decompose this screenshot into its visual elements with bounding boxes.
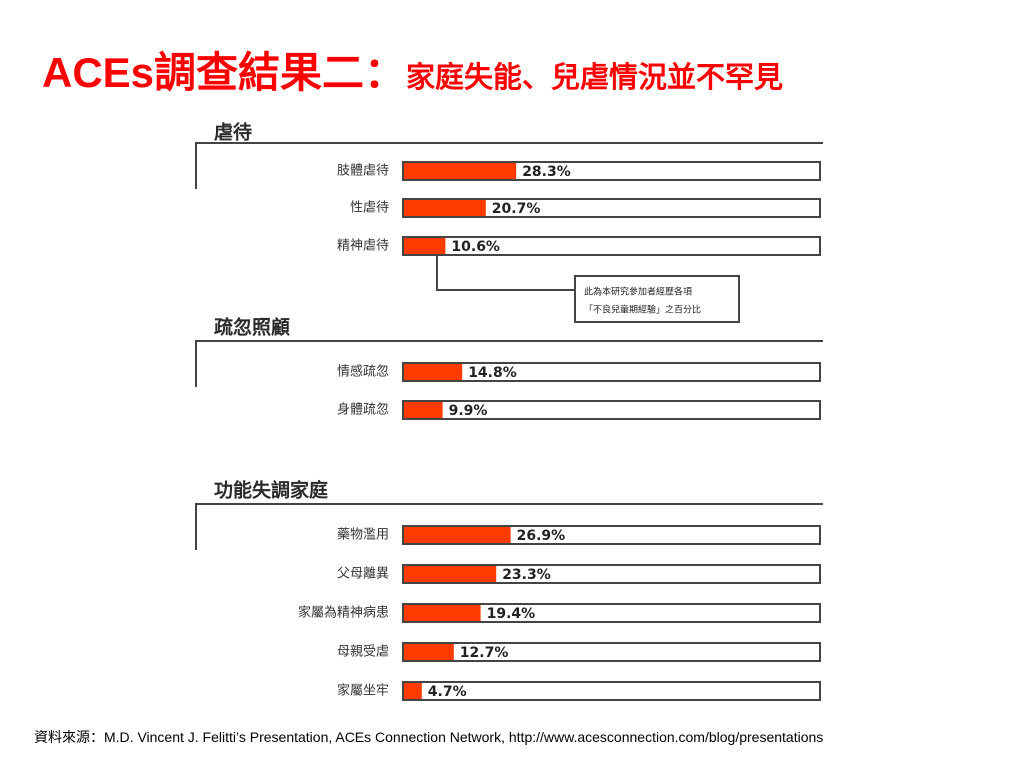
bar (404, 644, 454, 660)
category-label: 肢體虐待 (337, 163, 389, 179)
slide-title-main: ACEs調查結果二： (42, 49, 407, 96)
bar (404, 683, 422, 699)
bar-track (402, 236, 821, 256)
data-label: 12.7% (460, 645, 509, 661)
bar-track (402, 681, 821, 701)
bar-track (402, 642, 821, 662)
bar-track (402, 564, 821, 584)
bar-track (402, 400, 821, 420)
category-label: 家屬坐牢 (337, 683, 389, 699)
bar-track (402, 362, 821, 382)
data-label: 9.9% (449, 403, 488, 419)
note-connector (436, 255, 575, 291)
data-label: 28.3% (522, 164, 571, 180)
group-frame (195, 340, 823, 387)
category-label: 精神虐待 (337, 238, 389, 254)
group-title: 疏忽照顧 (214, 316, 290, 339)
group-title: 功能失調家庭 (214, 479, 328, 502)
data-label: 26.9% (517, 528, 566, 544)
bar-track (402, 198, 821, 218)
bar (404, 364, 463, 380)
note-box (574, 275, 740, 323)
category-label: 藥物濫用 (337, 528, 389, 543)
bar (404, 402, 443, 418)
data-label: 14.8% (468, 365, 517, 381)
bar (404, 605, 481, 621)
bar (404, 200, 486, 216)
group-title: 虐待 (214, 121, 252, 144)
data-label: 10.6% (451, 239, 500, 255)
data-label: 19.4% (487, 606, 536, 622)
note-line-1: 此為本研究參加者經歷各項 (584, 286, 692, 298)
source-citation: 資料來源：M.D. Vincent J. Felitti’s Presentat… (34, 729, 824, 745)
note-line-2: 「不良兒童期經驗」之百分比 (584, 304, 701, 316)
data-label: 4.7% (428, 684, 467, 700)
bar-track (402, 603, 821, 623)
group-frame (195, 142, 823, 189)
category-label: 情感疏忽 (337, 364, 389, 380)
bar (404, 527, 511, 543)
group-frame (195, 503, 823, 550)
data-label: 23.3% (502, 567, 551, 583)
slide-title: ACEs調查結果二：家庭失能、兒虐情況並不罕見 (42, 48, 783, 103)
category-label: 父母離異 (337, 567, 389, 582)
bar (404, 566, 497, 582)
category-label: 家屬為精神病患 (298, 605, 389, 621)
slide-title-sub: 家庭失能、兒虐情況並不罕見 (406, 62, 784, 94)
category-label: 身體疏忽 (337, 402, 389, 418)
bar (404, 163, 517, 179)
category-label: 母親受虐 (337, 644, 389, 660)
data-label: 20.7% (492, 201, 541, 217)
bar (404, 238, 446, 254)
category-label: 性虐待 (350, 200, 389, 216)
